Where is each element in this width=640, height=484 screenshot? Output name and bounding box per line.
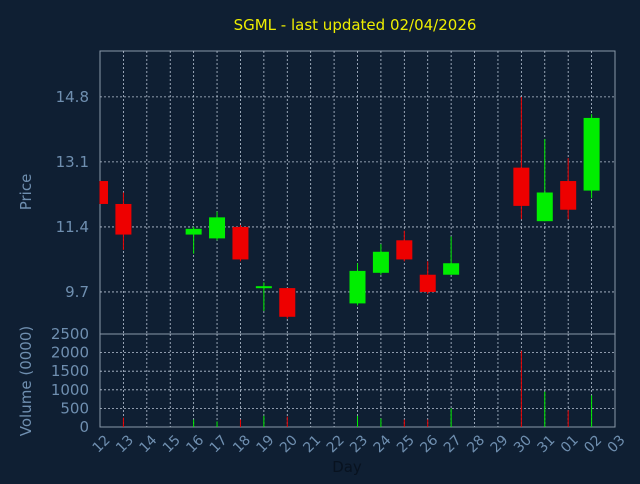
candle-body — [372, 251, 389, 273]
x-tick-label: 22 — [324, 432, 348, 456]
x-tick-label: 03 — [605, 432, 629, 456]
candle-body — [255, 286, 272, 289]
x-tick-label: 29 — [488, 432, 512, 456]
x-tick-label: 28 — [464, 432, 488, 456]
x-tick-label: 26 — [417, 432, 441, 456]
volume-tick-label: 0 — [79, 418, 89, 436]
x-tick-label: 24 — [371, 432, 395, 456]
candle-body — [396, 240, 413, 260]
x-tick-label: 31 — [534, 432, 558, 456]
candle-body — [583, 117, 600, 191]
x-tick-label: 20 — [277, 432, 301, 456]
candle-body — [419, 274, 436, 292]
x-tick-label: 17 — [207, 432, 231, 456]
candle-body — [279, 288, 296, 317]
price-tick-label: 13.1 — [56, 153, 89, 171]
price-axis-label: Price — [17, 174, 35, 211]
x-tick-label: 12 — [90, 432, 114, 456]
volume-tick-label: 2500 — [51, 325, 89, 343]
candle-body — [232, 226, 249, 260]
candle-body — [536, 192, 553, 222]
chart-title: SGML - last updated 02/04/2026 — [234, 16, 477, 34]
candle-body — [100, 181, 108, 204]
candle-body — [349, 270, 366, 304]
x-tick-label: 23 — [347, 432, 371, 456]
candle-body — [209, 217, 226, 239]
x-tick-label: 19 — [254, 432, 278, 456]
price-tick-label: 14.8 — [56, 88, 89, 106]
candle-body — [115, 203, 132, 235]
x-tick-label: 13 — [113, 432, 137, 456]
volume-tick-label: 2000 — [51, 344, 89, 362]
candle-body — [513, 167, 530, 206]
x-axis-label: Day — [332, 458, 362, 476]
price-panel: 14.8 13.1 11.4 9.7 — [56, 50, 616, 335]
candle-body — [185, 228, 202, 235]
x-tick-label: 21 — [300, 432, 324, 456]
x-tick-label: 30 — [511, 432, 535, 456]
x-tick-label: 14 — [137, 432, 161, 456]
price-tick-label: 9.7 — [65, 283, 89, 301]
x-tick-label: 18 — [230, 432, 254, 456]
candle-body — [560, 181, 577, 210]
volume-axis-label: Volume (0000) — [17, 326, 35, 436]
volume-tick-label: 1500 — [51, 362, 89, 380]
x-tick-label: 15 — [160, 432, 184, 456]
candle-body — [443, 263, 460, 275]
x-tick-label: 25 — [394, 432, 418, 456]
price-tick-label: 11.4 — [56, 218, 89, 236]
x-tick-label: 27 — [441, 432, 465, 456]
volume-panel: 12 13 14 15 16 17 18 19 20 21 22 23 24 25 26 27 28 29 30 31… — [51, 325, 629, 456]
x-tick-label: 01 — [558, 432, 582, 456]
x-tick-label: 02 — [581, 432, 605, 456]
x-tick-label: 16 — [183, 432, 207, 456]
volume-tick-label: 1000 — [51, 381, 89, 399]
volume-tick-label: 500 — [60, 399, 89, 417]
